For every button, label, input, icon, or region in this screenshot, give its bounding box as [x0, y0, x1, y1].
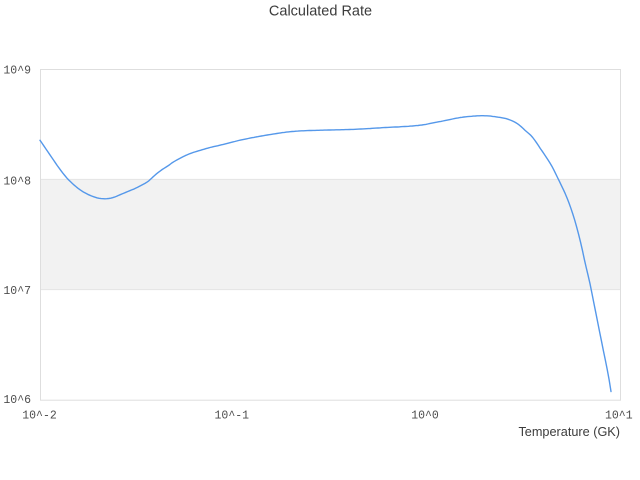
svg-text:10^1: 10^1: [605, 409, 633, 422]
svg-text:Temperature (GK): Temperature (GK): [518, 425, 620, 439]
svg-text:10^-2: 10^-2: [22, 409, 57, 422]
svg-text:10^-1: 10^-1: [215, 409, 250, 422]
svg-text:Calculated Rate: Calculated Rate: [269, 4, 372, 20]
svg-text:10^7: 10^7: [3, 285, 31, 298]
svg-text:10^6: 10^6: [3, 394, 31, 407]
svg-text:10^8: 10^8: [3, 175, 31, 188]
svg-text:10^0: 10^0: [411, 409, 439, 422]
svg-text:10^9: 10^9: [3, 64, 31, 77]
